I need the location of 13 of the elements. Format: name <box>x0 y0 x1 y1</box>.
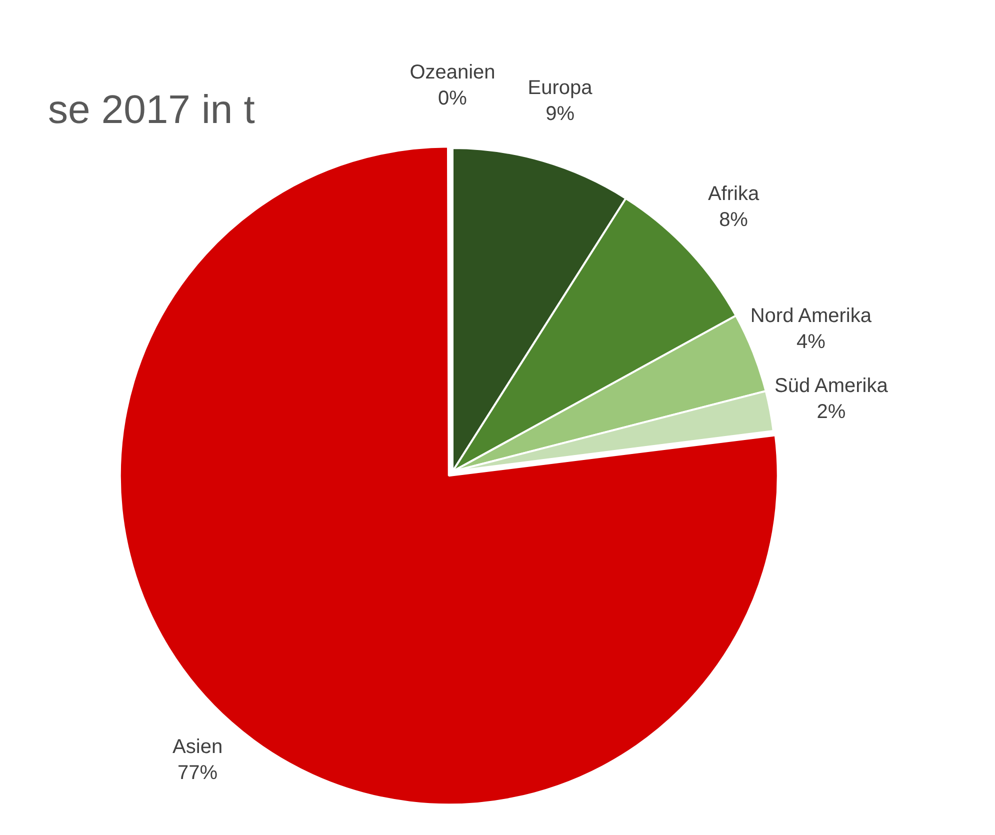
slice-label: Europa <box>528 76 594 99</box>
chart-title: se 2017 in t <box>48 88 255 132</box>
category-label: Ozeanien <box>410 62 496 84</box>
data-label: 77% <box>178 762 218 784</box>
text: 0% <box>438 88 467 110</box>
data-label: 9% <box>546 102 575 125</box>
data-label: 2% <box>816 400 846 423</box>
data-label: 4% <box>796 331 826 354</box>
slice-label: Nord Amerika <box>750 305 872 328</box>
slice-label: Süd Amerika <box>774 374 889 397</box>
slice-label: Afrika <box>708 183 760 206</box>
data-label: 8% <box>719 209 748 232</box>
slice-label: Asien <box>172 736 223 758</box>
